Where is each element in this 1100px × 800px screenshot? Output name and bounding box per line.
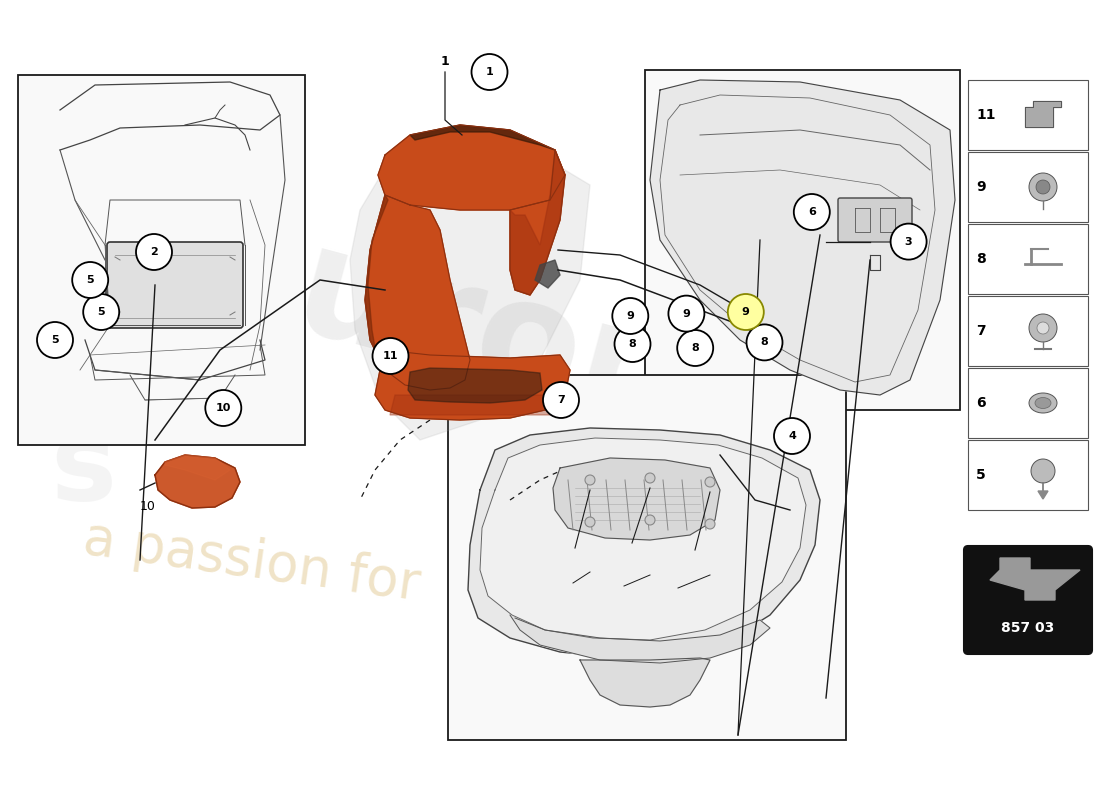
Polygon shape	[155, 455, 240, 508]
Text: 9: 9	[976, 180, 986, 194]
Text: 9: 9	[741, 307, 750, 317]
Circle shape	[1031, 459, 1055, 483]
Text: 9: 9	[626, 311, 635, 321]
Ellipse shape	[1028, 393, 1057, 413]
Polygon shape	[408, 368, 542, 403]
Polygon shape	[1038, 491, 1048, 499]
Polygon shape	[350, 140, 590, 440]
Polygon shape	[365, 195, 388, 370]
Text: 11: 11	[383, 351, 398, 361]
Circle shape	[678, 330, 713, 366]
Circle shape	[705, 477, 715, 487]
FancyBboxPatch shape	[964, 546, 1092, 654]
Polygon shape	[468, 428, 820, 658]
Text: 1: 1	[485, 67, 494, 77]
Ellipse shape	[1035, 398, 1050, 409]
Polygon shape	[390, 395, 560, 415]
Circle shape	[645, 473, 654, 483]
Polygon shape	[480, 438, 806, 640]
Polygon shape	[990, 558, 1080, 600]
Text: 10: 10	[216, 403, 231, 413]
Circle shape	[794, 194, 829, 230]
Circle shape	[84, 294, 119, 330]
FancyBboxPatch shape	[968, 80, 1088, 150]
Text: 6: 6	[807, 207, 816, 217]
Circle shape	[37, 322, 73, 358]
Text: 5: 5	[98, 307, 104, 317]
Text: s: s	[50, 416, 117, 523]
Text: 11: 11	[976, 108, 996, 122]
FancyBboxPatch shape	[645, 70, 960, 410]
Polygon shape	[650, 80, 955, 395]
Polygon shape	[510, 150, 565, 295]
Polygon shape	[365, 195, 470, 390]
Text: 4: 4	[788, 431, 796, 441]
Polygon shape	[1025, 101, 1062, 127]
Text: 7: 7	[557, 395, 565, 405]
Circle shape	[615, 326, 650, 362]
Circle shape	[73, 262, 108, 298]
Polygon shape	[378, 125, 565, 210]
Text: 1: 1	[441, 55, 450, 68]
Text: 8: 8	[628, 339, 637, 349]
Circle shape	[645, 515, 654, 525]
Polygon shape	[553, 458, 720, 540]
Polygon shape	[580, 658, 710, 707]
Circle shape	[206, 390, 241, 426]
FancyBboxPatch shape	[968, 296, 1088, 366]
FancyBboxPatch shape	[18, 75, 305, 445]
Circle shape	[774, 418, 810, 454]
Circle shape	[585, 475, 595, 485]
Text: 8: 8	[760, 338, 769, 347]
Polygon shape	[535, 260, 560, 288]
Circle shape	[747, 325, 782, 360]
Polygon shape	[375, 350, 570, 420]
FancyBboxPatch shape	[107, 242, 243, 328]
Circle shape	[613, 298, 648, 334]
Polygon shape	[165, 455, 230, 480]
Text: 10: 10	[140, 500, 156, 513]
Text: 7: 7	[976, 324, 986, 338]
Circle shape	[669, 296, 704, 331]
FancyBboxPatch shape	[968, 224, 1088, 294]
Circle shape	[1036, 180, 1050, 194]
Text: 857 03: 857 03	[1001, 621, 1055, 635]
Text: europ: europ	[180, 188, 704, 462]
Polygon shape	[510, 150, 565, 295]
Text: 3: 3	[905, 237, 912, 246]
Text: 5: 5	[976, 468, 986, 482]
Text: 6: 6	[976, 396, 986, 410]
Circle shape	[1028, 173, 1057, 201]
Text: a passion for: a passion for	[80, 512, 424, 611]
Circle shape	[1028, 314, 1057, 342]
Circle shape	[891, 223, 926, 259]
Circle shape	[728, 294, 763, 330]
FancyBboxPatch shape	[838, 198, 912, 242]
Text: 9: 9	[682, 309, 691, 318]
Circle shape	[1037, 322, 1049, 334]
FancyBboxPatch shape	[448, 375, 846, 740]
Circle shape	[585, 517, 595, 527]
Circle shape	[705, 519, 715, 529]
Text: 5: 5	[87, 275, 94, 285]
Text: 2: 2	[150, 247, 158, 257]
Circle shape	[543, 382, 579, 418]
Text: 8: 8	[976, 252, 986, 266]
Circle shape	[136, 234, 172, 270]
Polygon shape	[510, 615, 770, 663]
Circle shape	[373, 338, 408, 374]
FancyBboxPatch shape	[968, 440, 1088, 510]
FancyBboxPatch shape	[968, 152, 1088, 222]
FancyBboxPatch shape	[968, 368, 1088, 438]
Text: 5: 5	[52, 335, 58, 345]
Polygon shape	[410, 125, 556, 150]
Text: 8: 8	[691, 343, 700, 353]
Circle shape	[472, 54, 507, 90]
